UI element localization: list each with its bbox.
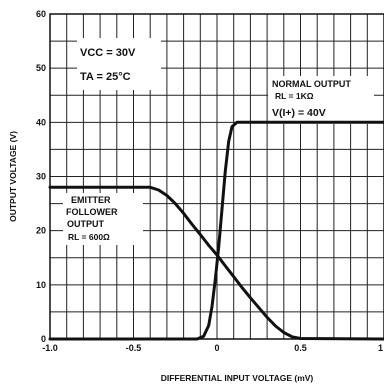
- y-tick-label: 40: [36, 117, 46, 127]
- emitter-follower-label-line: EMITTER: [71, 195, 111, 205]
- x-axis-ticks: -1.0 -0.5 0 0.5 1: [42, 343, 383, 353]
- y-tick-label: 60: [36, 9, 46, 19]
- x-tick-label: 1: [378, 343, 383, 353]
- y-tick-label: 0: [41, 334, 46, 344]
- x-tick-label: -0.5: [126, 343, 142, 353]
- plot-frame: [49, 13, 384, 340]
- emitter-follower-load: RL = 600Ω: [68, 232, 110, 242]
- emitter-follower-annotation: EMITTER FOLLOWER OUTPUT RL = 600Ω: [63, 193, 143, 245]
- x-tick-label: 0: [214, 343, 219, 353]
- x-axis-label: DIFFERENTIAL INPUT VOLTAGE (mV): [161, 373, 314, 383]
- conditions-annotation: VCC = 30V TA = 25°C: [77, 38, 161, 90]
- emitter-follower-label-line: OUTPUT: [67, 219, 105, 229]
- normal-output-label: NORMAL OUTPUT: [272, 79, 351, 89]
- normal-output-annotation: NORMAL OUTPUT RL = 1KΩ V(I+) = 40V: [268, 76, 374, 124]
- y-axis-ticks: 0 10 20 30 40 50 60: [36, 9, 46, 344]
- y-tick-label: 20: [36, 226, 46, 236]
- y-tick-label: 30: [36, 172, 46, 182]
- x-tick-label: -1.0: [42, 343, 58, 353]
- normal-output-curve: [48, 120, 384, 341]
- ta-condition: TA = 25°C: [80, 71, 131, 83]
- emitter-follower-background: [63, 193, 143, 245]
- y-tick-label: 10: [36, 280, 46, 290]
- series-lines: [48, 120, 384, 341]
- normal-output-background: [268, 76, 374, 124]
- emitter-follower-label-line: FOLLOWER: [66, 207, 118, 217]
- vcc-condition: VCC = 30V: [80, 47, 136, 59]
- y-axis-label: OUTPUT VOLTAGE (V): [8, 131, 18, 222]
- emitter-follower-curve: [48, 185, 384, 341]
- x-tick-label: 0.5: [294, 343, 307, 353]
- conditions-background: [77, 38, 161, 90]
- normal-output-supply: V(I+) = 40V: [272, 107, 326, 119]
- y-tick-label: 50: [36, 63, 46, 73]
- normal-output-load: RL = 1KΩ: [275, 91, 314, 101]
